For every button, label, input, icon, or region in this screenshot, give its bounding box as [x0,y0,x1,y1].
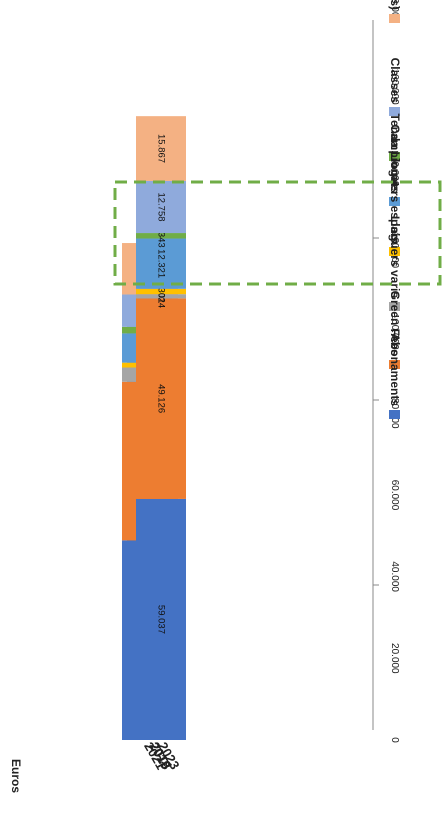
legend-label: Green Fees [388,291,402,357]
legend-label: Altres ingressos (lloguers) [388,0,402,10]
legend-label: Classes [388,58,402,104]
legend-swatch [389,302,400,311]
value-tick-label: 140.000 [389,150,400,187]
value-tick-label: 180.000 [389,0,400,24]
legend-label: Tenda [388,114,402,149]
value-tick-label: 20.000 [389,643,400,674]
data-label: 49.126 [156,384,167,413]
data-label: 12.758 [156,192,167,221]
data-label: 1.301 [156,280,167,304]
data-label: 59.037 [156,605,167,634]
legend-swatch [389,197,400,206]
bar-segment [136,294,186,299]
bar-segment [136,498,186,740]
legend-label: Lloguers varis [388,216,402,298]
legend-swatch [389,410,400,419]
legend-swatch [389,360,400,369]
legend-label: Campionats [388,124,402,193]
legend-swatch [389,107,400,116]
bar-segment [136,298,186,499]
legend: Altres ingressos (lloguers) Classes TendaC… [388,0,402,419]
legend-label: Lloguers espais [388,152,402,244]
value-tick-label: 0 [389,737,400,743]
value-tick-label: 40.000 [389,561,400,592]
value-tick-label: 160.000 [389,69,400,106]
bars-group: 52.75620.7403.4521.84110.76875611.10815.… [122,116,186,740]
value-tick-label: 60.000 [389,480,400,511]
y-axis-title: Euros [9,759,23,793]
bar-segment [136,116,186,181]
legend-swatch [389,14,400,23]
bar-segment [136,238,186,289]
data-label: 12.321 [156,249,167,278]
legend-label: Abonaments [388,333,402,406]
highlight-box-2023 [113,180,442,286]
data-label: 1.343 [156,224,167,248]
value-tick-label: 100.000 [389,314,400,351]
bar-segment [136,180,186,234]
data-label: 1.024 [156,284,167,308]
bar-segment [136,288,186,295]
legend-swatch [389,247,400,256]
legend-swatch [389,152,400,161]
data-label: 15.867 [156,134,167,163]
bar-segment [136,233,186,239]
